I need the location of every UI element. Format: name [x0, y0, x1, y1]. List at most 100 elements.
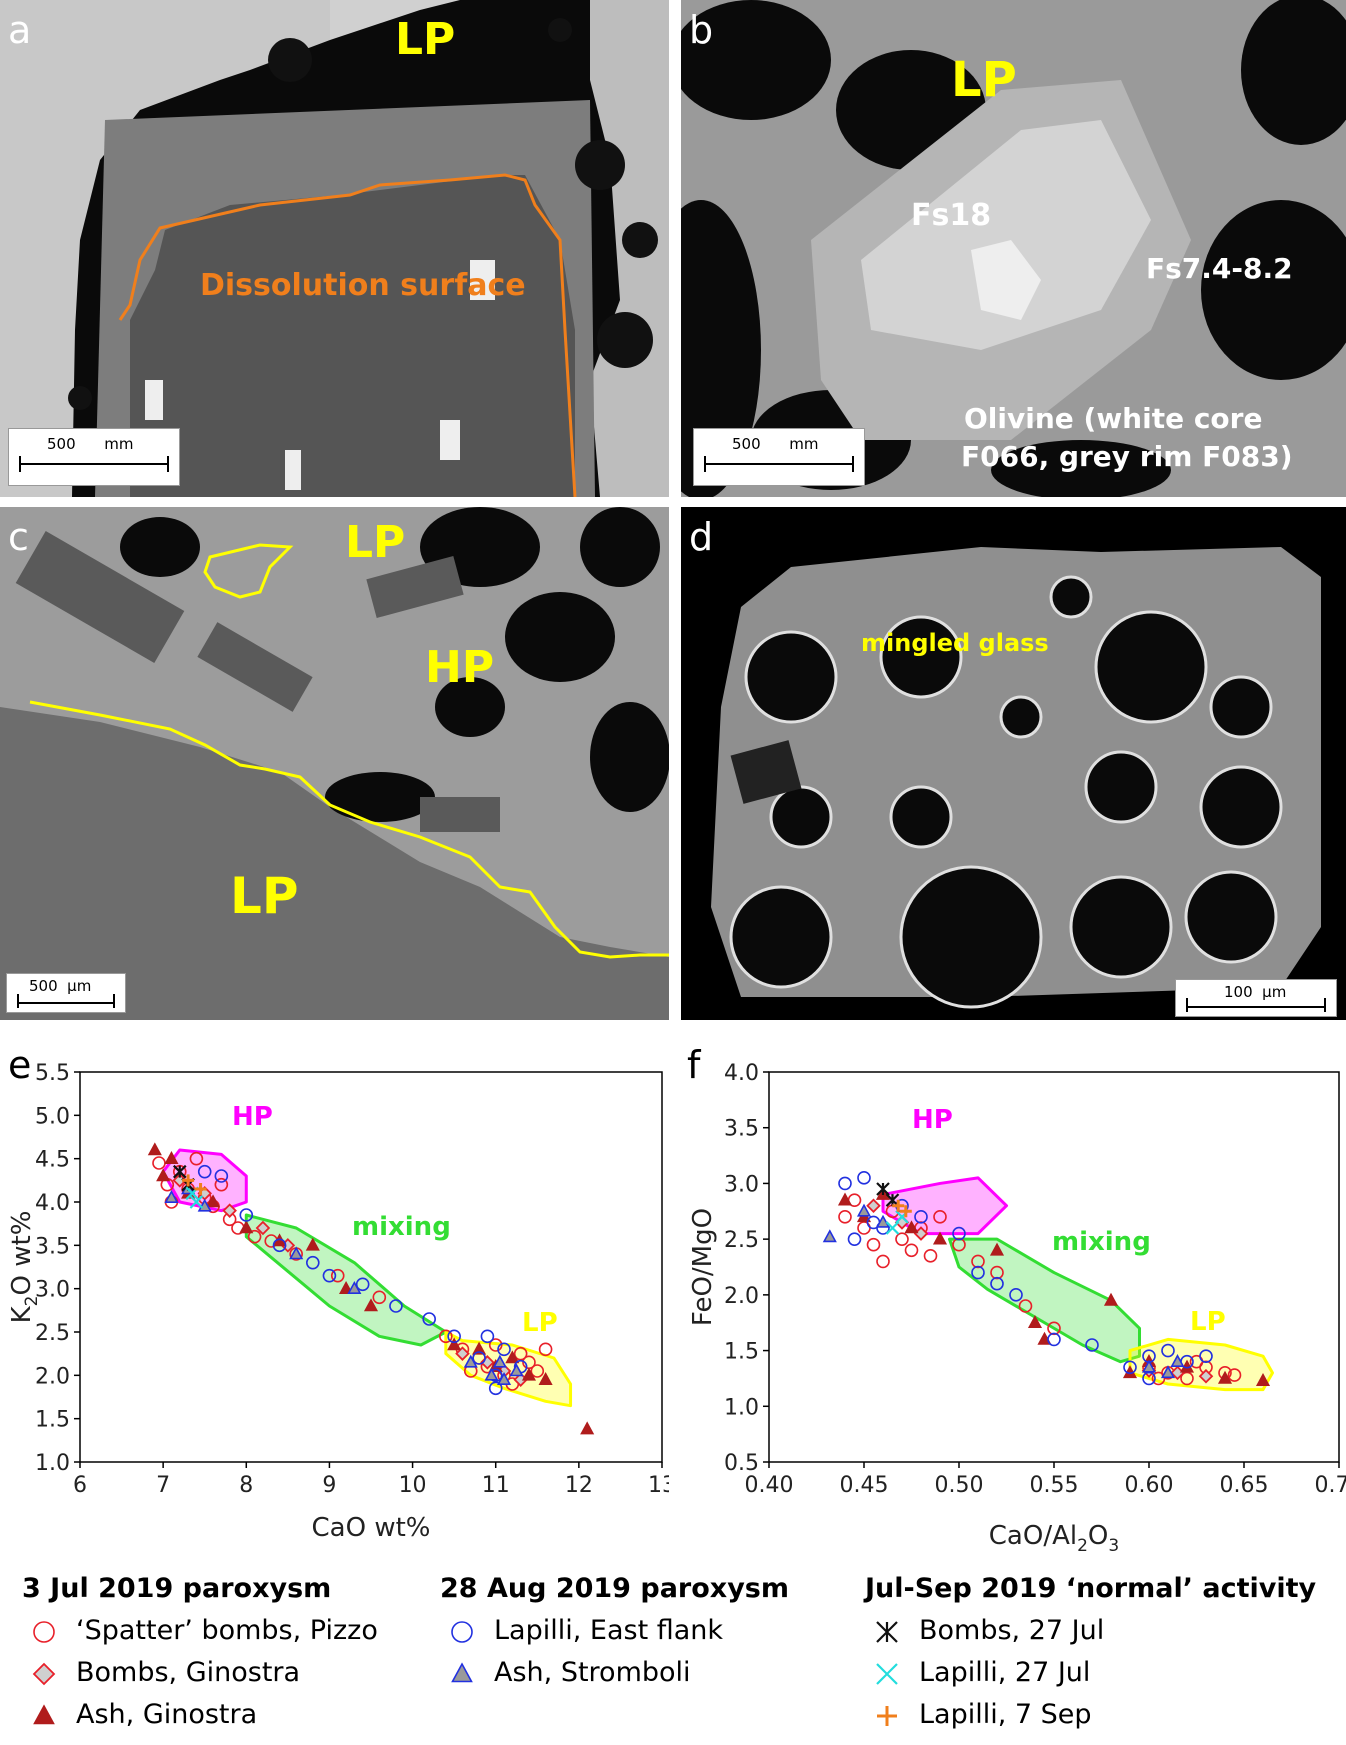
annotation-olivine-line2: F066, grey rim F083) [961, 440, 1293, 473]
data-point [480, 1329, 495, 1344]
data-point [1161, 1343, 1175, 1358]
legend-swatch [873, 1702, 901, 1734]
scalebar-c-text: 500 µm [29, 977, 92, 995]
data-point [372, 1290, 387, 1305]
chart-e: e 6 7 8 9 10 11 12 13 1.0 1.5 2.0 2.5 3.0 3.5 4.0 4.5 5.0… [7, 1048, 669, 1543]
data-point [1227, 1368, 1242, 1382]
data-point [322, 1268, 337, 1283]
data-point [305, 1255, 320, 1270]
data-point [847, 1232, 862, 1246]
data-point [952, 1226, 966, 1241]
y-tick-label: 3.5 [724, 1117, 759, 1142]
data-point [239, 1208, 254, 1222]
data-point [866, 1237, 881, 1252]
data-point [1142, 1371, 1156, 1386]
data-point [538, 1371, 553, 1385]
data-point [289, 1246, 304, 1260]
x-tick-label: 0.50 [935, 1473, 984, 1498]
panel-d: d mingled glass 100 µm [681, 507, 1346, 1020]
legend-item-label: Ash, Stromboli [494, 1657, 691, 1688]
data-point [455, 1346, 470, 1361]
data-point [1160, 1365, 1176, 1379]
data-point [885, 1193, 900, 1207]
x-tick-label: 0.55 [1030, 1473, 1079, 1498]
panel-c: c LP HP LP 500 µm [0, 507, 669, 1020]
legend-swatch [873, 1618, 901, 1650]
y-tick-label: 4.0 [724, 1061, 759, 1086]
legend-marker [876, 1663, 898, 1685]
data-point [497, 1342, 511, 1357]
data-point [239, 1220, 254, 1234]
region-label-lp: LP [1190, 1307, 1226, 1337]
data-point [152, 1156, 166, 1170]
region-label-lp: LP [522, 1308, 558, 1338]
data-point [923, 1249, 938, 1263]
data-point [914, 1210, 928, 1224]
x-tick-label: 9 [322, 1473, 336, 1498]
annotation-lp-b: LP [951, 52, 1017, 108]
panel-c-label: c [8, 515, 29, 559]
data-point [509, 1363, 524, 1377]
legend-marker [877, 1706, 897, 1726]
data-point [1217, 1370, 1233, 1384]
data-point [472, 1351, 486, 1365]
x-tick-label: 0.70 [1315, 1473, 1346, 1498]
legend-group-title: Jul-Sep 2019 ‘normal’ activity [865, 1573, 1317, 1604]
data-point [904, 1220, 919, 1234]
scalebar-b: 500 mm [693, 428, 865, 486]
data-point [952, 1237, 966, 1252]
data-point [866, 1198, 881, 1213]
legend-swatch [448, 1660, 476, 1692]
annotation-dissolution-surface: Dissolution surface [200, 268, 526, 303]
plot-area [79, 1071, 663, 1463]
data-point [182, 1174, 195, 1187]
data-point [899, 1205, 912, 1218]
data-point [488, 1381, 503, 1396]
chart-panel-label: e [8, 1048, 31, 1087]
legend-swatch [448, 1618, 476, 1650]
data-point [1027, 1315, 1043, 1329]
data-point [1103, 1292, 1119, 1306]
x-tick-label: 12 [565, 1473, 593, 1498]
data-point [1009, 1288, 1023, 1302]
data-point [1085, 1338, 1099, 1352]
legend-marker [33, 1704, 55, 1725]
x-tick-label: 13 [648, 1473, 669, 1498]
x-tick-label: 10 [399, 1473, 427, 1498]
chart-panel-label: f [687, 1048, 702, 1087]
data-point [347, 1280, 362, 1294]
y-tick-label: 1.0 [724, 1395, 759, 1420]
legend-marker [876, 1621, 898, 1643]
data-point [971, 1254, 985, 1269]
annotation-lp-bottom: LP [230, 867, 299, 925]
x-tick-label: 0.45 [840, 1473, 889, 1498]
x-tick-label: 0.65 [1220, 1473, 1269, 1498]
y-tick-label: 2.0 [35, 1364, 70, 1389]
data-point [189, 1195, 204, 1209]
legend-swatch [30, 1660, 58, 1692]
y-tick-label: 1.5 [724, 1340, 759, 1365]
y-tick-label: 1.0 [35, 1451, 70, 1476]
legend-item-label: Lapilli, 7 Sep [919, 1699, 1092, 1730]
data-point [892, 1199, 905, 1212]
scalebar-b-text: 500 mm [732, 435, 819, 453]
data-point [305, 1237, 320, 1251]
data-point [895, 1232, 909, 1246]
annotation-olivine-line1: Olivine (white core [964, 402, 1263, 435]
data-point [971, 1265, 985, 1280]
x-tick-label: 8 [239, 1473, 253, 1498]
data-point [205, 1194, 221, 1208]
panel-a: a LP Dissolution surface 500 mm [0, 0, 669, 497]
legend-item-label: Lapilli, 27 Jul [919, 1657, 1091, 1688]
data-point [439, 1329, 453, 1344]
data-point [856, 1203, 872, 1217]
data-point [838, 1210, 852, 1224]
region-label-mixing: mixing [1052, 1227, 1151, 1257]
data-point [492, 1354, 507, 1368]
data-point [505, 1350, 520, 1364]
data-point [355, 1277, 370, 1292]
region-label-hp: HP [912, 1105, 953, 1135]
data-point [222, 1203, 237, 1218]
data-point [156, 1168, 171, 1182]
data-point [1047, 1332, 1061, 1347]
